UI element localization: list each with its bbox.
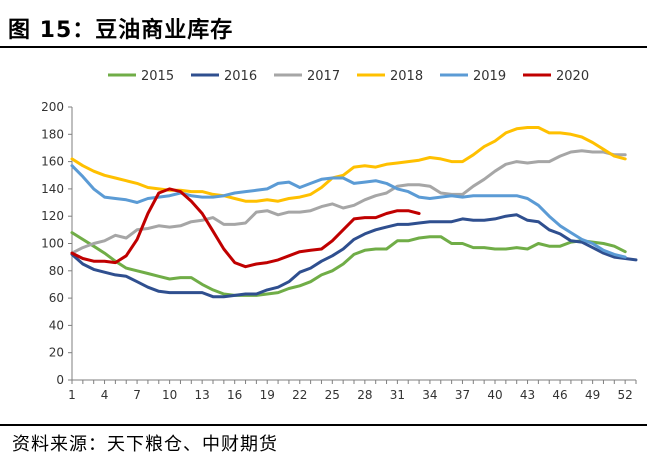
series-line-2016 <box>70 213 638 299</box>
x-tick-label: 1 <box>68 388 76 402</box>
source-divider <box>0 424 647 426</box>
plot-area <box>70 126 638 299</box>
y-tick-label: 180 <box>41 127 64 141</box>
chart-title: 图 15：豆油商业库存 <box>8 18 234 43</box>
x-tick-label: 10 <box>162 388 177 402</box>
title-divider <box>0 46 647 48</box>
series-line-2019 <box>70 164 627 259</box>
y-tick-label: 160 <box>41 155 64 169</box>
x-tick-label: 7 <box>133 388 141 402</box>
y-tick-label: 0 <box>56 373 64 387</box>
x-tick-label: 25 <box>325 388 340 402</box>
x-tick-label: 19 <box>260 388 275 402</box>
y-tick-label: 120 <box>41 209 64 223</box>
legend-label-2015: 2015 <box>141 69 174 84</box>
y-tick-label: 80 <box>49 264 64 278</box>
x-axis: 1 4 7 10 13 16 19 22 25 28 31 34 37 40 43 46 49 52 <box>68 379 637 402</box>
x-tick-label: 40 <box>487 388 502 402</box>
legend-label-2020: 2020 <box>556 69 589 84</box>
y-tick-label: 40 <box>49 318 64 332</box>
x-tick-label: 46 <box>552 388 567 402</box>
y-tick-label: 20 <box>49 346 64 360</box>
x-tick-label: 34 <box>422 388 437 402</box>
legend-label-2016: 2016 <box>224 69 257 84</box>
x-tick-label: 37 <box>455 388 470 402</box>
line-chart: 2015 2016 2017 2018 2019 2020 020406080100120… <box>41 69 638 402</box>
y-axis: 0 20 40 60 80 100 120 140 160 180 200 <box>41 100 73 387</box>
source-note: 资料来源：天下粮仓、中财期货 <box>12 434 278 455</box>
series-line-2015 <box>70 231 627 297</box>
x-tick-label: 52 <box>618 388 633 402</box>
legend-label-2019: 2019 <box>473 69 506 84</box>
x-tick-label: 16 <box>227 388 242 402</box>
y-tick-label: 60 <box>49 291 64 305</box>
series-line-2017 <box>70 149 627 255</box>
legend: 2015 2016 2017 2018 2019 2020 <box>108 69 589 84</box>
y-tick-label: 200 <box>41 100 64 114</box>
x-tick-label: 22 <box>292 388 307 402</box>
y-tick-label: 140 <box>41 182 64 196</box>
x-tick-label: 28 <box>357 388 372 402</box>
y-tick-label: 100 <box>41 237 64 251</box>
series-line-2020 <box>70 187 421 269</box>
x-tick-label: 31 <box>390 388 405 402</box>
legend-label-2017: 2017 <box>307 69 340 84</box>
x-tick-label: 4 <box>101 388 109 402</box>
x-tick-label: 13 <box>195 388 210 402</box>
x-tick-label: 43 <box>520 388 535 402</box>
x-tick-label: 49 <box>585 388 600 402</box>
series-line-2018 <box>70 126 627 203</box>
legend-label-2018: 2018 <box>390 69 423 84</box>
